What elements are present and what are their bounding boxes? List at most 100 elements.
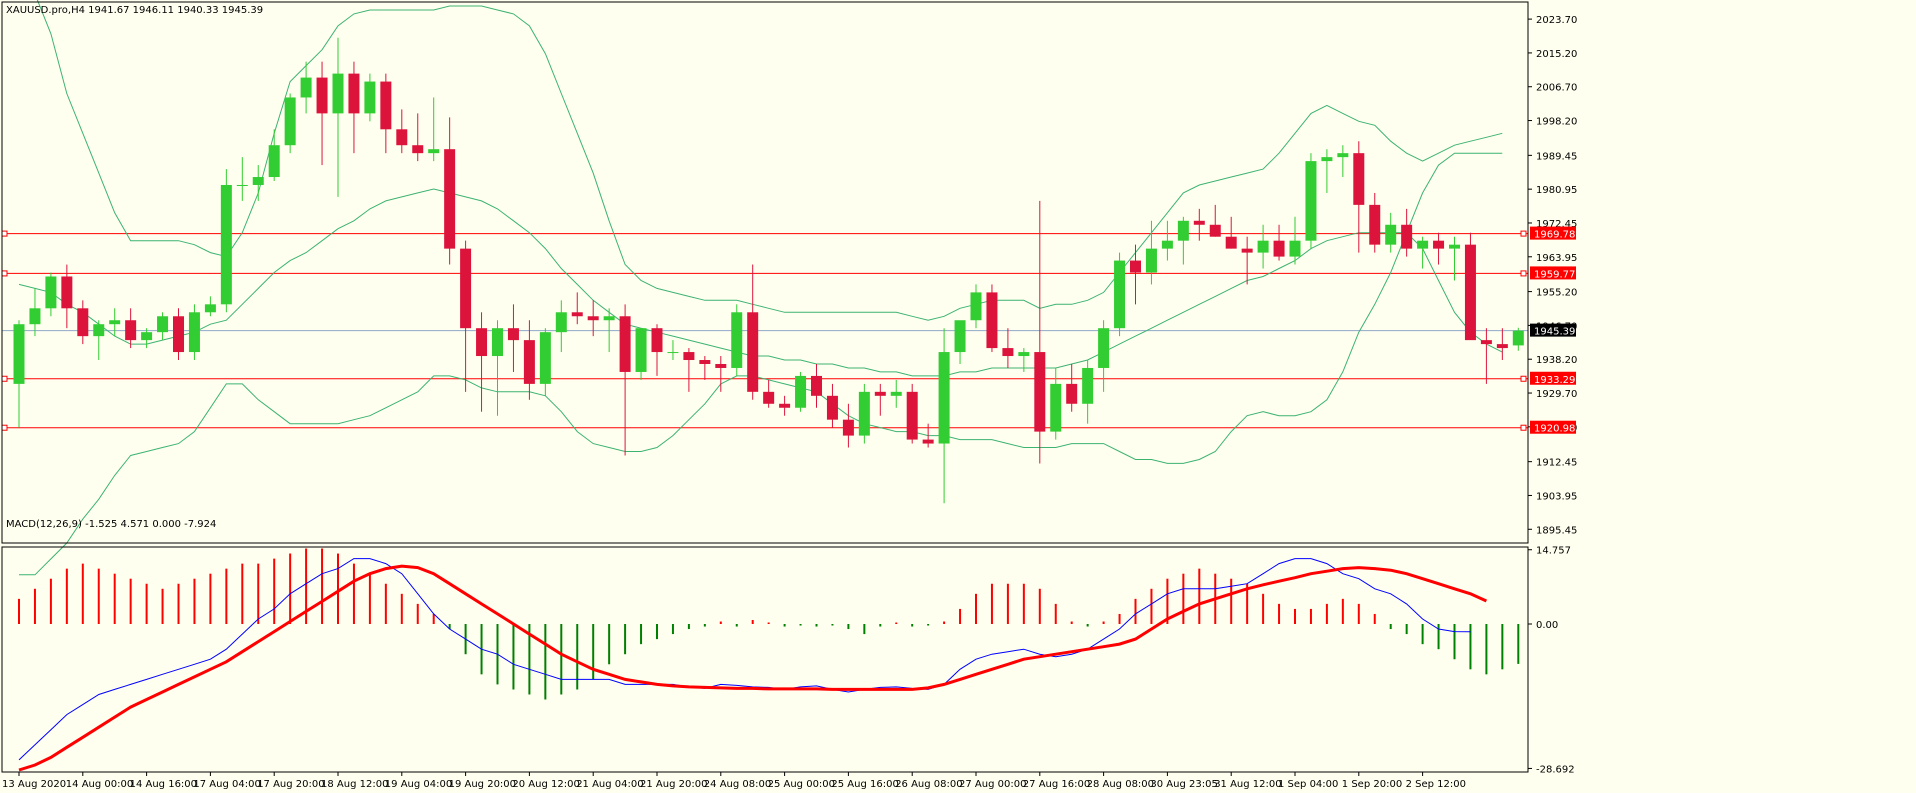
bullish-candle[interactable] (1082, 367, 1094, 404)
bullish-candle[interactable] (1098, 328, 1110, 368)
bearish-candle[interactable] (811, 375, 822, 396)
bearish-candle[interactable] (507, 328, 519, 341)
bullish-candle[interactable] (284, 97, 296, 146)
bullish-candle[interactable] (300, 77, 312, 98)
bearish-candle[interactable] (460, 248, 472, 329)
bullish-candle[interactable] (954, 320, 966, 353)
bullish-candle[interactable] (157, 316, 169, 333)
bearish-candle[interactable] (61, 276, 73, 309)
bearish-candle[interactable] (476, 328, 488, 357)
bearish-candle[interactable] (1209, 224, 1221, 237)
macd-chart-area[interactable] (18, 548, 1520, 772)
bearish-candle[interactable] (715, 363, 727, 368)
bearish-candle[interactable] (1225, 236, 1237, 249)
bullish-candle[interactable] (938, 352, 950, 444)
level-line-handle[interactable] (1520, 230, 1527, 237)
bearish-candle[interactable] (444, 149, 456, 249)
bullish-candle[interactable] (1257, 240, 1269, 253)
bullish-candle[interactable] (1177, 220, 1189, 241)
bearish-candle[interactable] (1401, 224, 1413, 249)
bearish-candle[interactable] (1193, 220, 1205, 225)
bullish-candle[interactable] (1289, 240, 1301, 257)
bearish-candle[interactable] (779, 403, 791, 408)
bearish-candle[interactable] (1002, 348, 1014, 357)
bearish-candle[interactable] (173, 316, 184, 353)
bearish-candle[interactable] (1496, 344, 1508, 349)
bullish-candle[interactable] (492, 328, 503, 357)
bullish-candle[interactable] (1449, 244, 1460, 249)
bullish-candle[interactable] (1385, 224, 1397, 245)
bearish-candle[interactable] (651, 328, 663, 353)
bearish-candle[interactable] (1130, 260, 1141, 273)
bullish-candle[interactable] (1145, 248, 1157, 273)
bearish-candle[interactable] (1480, 340, 1492, 345)
bullish-candle[interactable] (29, 308, 41, 325)
bearish-candle[interactable] (125, 320, 137, 341)
bullish-candle[interactable] (364, 81, 376, 114)
bullish-candle[interactable] (539, 332, 551, 384)
bullish-candle[interactable] (13, 324, 25, 384)
bullish-candle[interactable] (1114, 260, 1126, 329)
bearish-candle[interactable] (1273, 240, 1285, 257)
bearish-candle[interactable] (1066, 383, 1078, 404)
bearish-candle[interactable] (763, 391, 775, 404)
bullish-candle[interactable] (1050, 383, 1062, 432)
bearish-candle[interactable] (747, 312, 759, 392)
bullish-candle[interactable] (731, 312, 743, 368)
bearish-candle[interactable] (986, 292, 998, 349)
bullish-candle[interactable] (188, 312, 200, 353)
bullish-candle[interactable] (1305, 161, 1317, 241)
bearish-candle[interactable] (842, 419, 854, 436)
level-line-handle[interactable] (1, 375, 8, 382)
bullish-candle[interactable] (109, 320, 121, 325)
bearish-candle[interactable] (922, 439, 934, 444)
bearish-candle[interactable] (906, 391, 918, 440)
bullish-candle[interactable] (268, 145, 280, 178)
bearish-candle[interactable] (683, 352, 695, 361)
bearish-candle[interactable] (874, 391, 886, 396)
bullish-candle[interactable] (204, 304, 216, 313)
bearish-candle[interactable] (571, 312, 583, 317)
bearish-candle[interactable] (1433, 240, 1445, 249)
bullish-candle[interactable] (858, 391, 870, 436)
bullish-candle[interactable] (1161, 240, 1173, 249)
bearish-candle[interactable] (826, 395, 838, 420)
bearish-candle[interactable] (1369, 204, 1381, 245)
bullish-candle[interactable] (252, 177, 264, 185)
bearish-candle[interactable] (587, 316, 599, 321)
level-line-handle[interactable] (1, 270, 8, 277)
bullish-candle[interactable] (332, 73, 344, 114)
bullish-candle[interactable] (93, 324, 105, 337)
level-line-handle[interactable] (1520, 424, 1527, 431)
bullish-candle[interactable] (428, 149, 440, 154)
bearish-candle[interactable] (1464, 244, 1476, 341)
bullish-candle[interactable] (141, 332, 153, 341)
bullish-candle[interactable] (45, 276, 57, 309)
level-line-handle[interactable] (1520, 375, 1527, 382)
bearish-candle[interactable] (1034, 352, 1046, 432)
bearish-candle[interactable] (396, 129, 408, 146)
bullish-candle[interactable] (795, 375, 807, 408)
bearish-candle[interactable] (619, 316, 631, 372)
bearish-candle[interactable] (77, 308, 89, 337)
bullish-candle[interactable] (667, 352, 679, 354)
bearish-candle[interactable] (1241, 248, 1253, 253)
bearish-candle[interactable] (412, 145, 424, 154)
bearish-candle[interactable] (1353, 153, 1365, 205)
bullish-candle[interactable] (1321, 157, 1333, 162)
bearish-candle[interactable] (523, 340, 535, 384)
bearish-candle[interactable] (380, 81, 392, 130)
bullish-candle[interactable] (236, 184, 248, 186)
bullish-candle[interactable] (1417, 240, 1429, 249)
bullish-candle[interactable] (890, 391, 902, 396)
bullish-candle[interactable] (1018, 352, 1030, 357)
bullish-candle[interactable] (1337, 153, 1349, 158)
bearish-candle[interactable] (316, 77, 328, 114)
bullish-candle[interactable] (603, 316, 615, 321)
bearish-candle[interactable] (699, 360, 711, 364)
bullish-candle[interactable] (635, 328, 647, 372)
bearish-candle[interactable] (348, 73, 360, 114)
bullish-candle[interactable] (970, 292, 982, 321)
bullish-candle[interactable] (555, 312, 567, 333)
level-line-handle[interactable] (1, 230, 8, 237)
